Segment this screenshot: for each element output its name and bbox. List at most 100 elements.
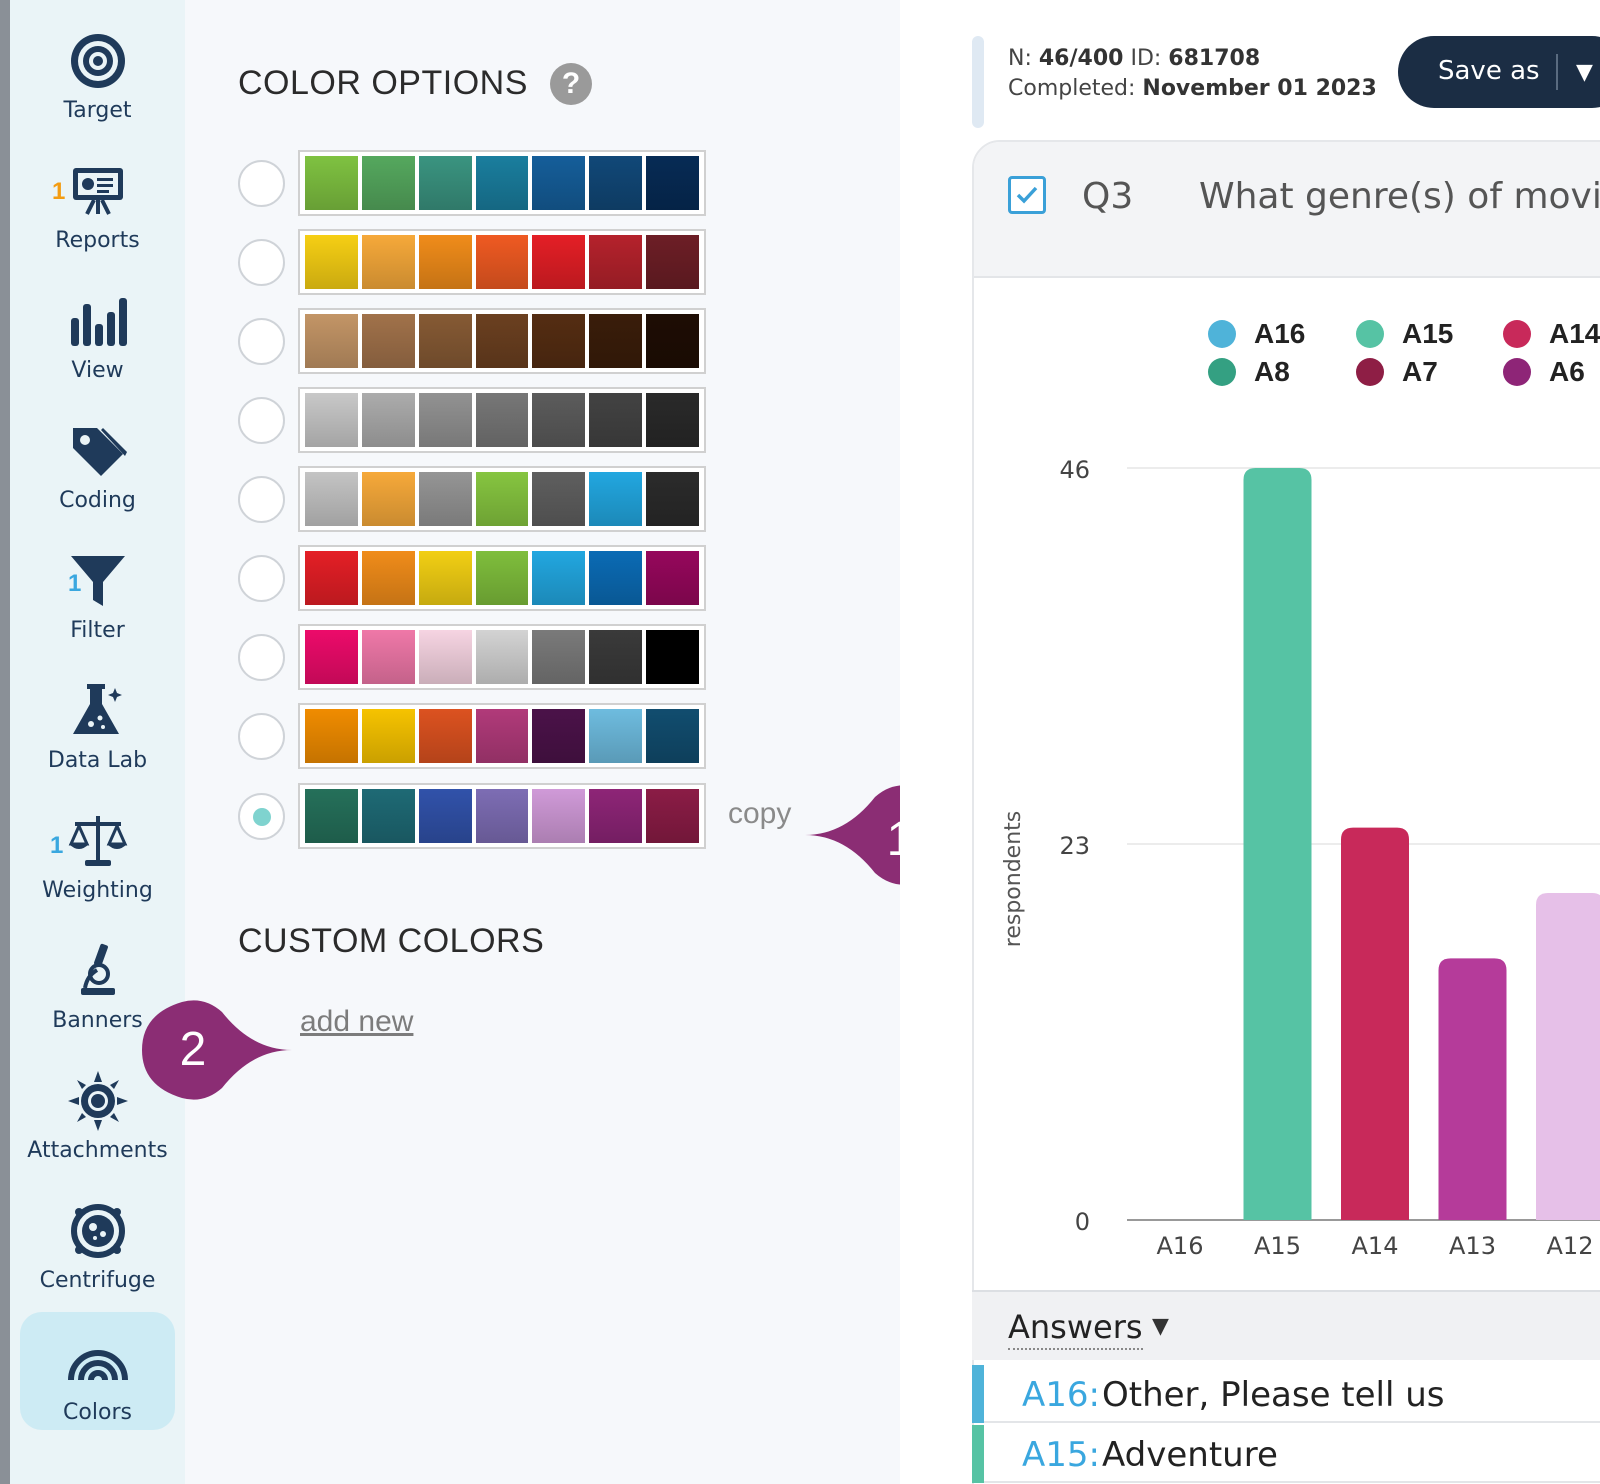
- bar-a15[interactable]: [1243, 468, 1312, 1220]
- palette-swatches[interactable]: [298, 150, 706, 216]
- sidebar-item-colors[interactable]: Colors: [20, 1312, 175, 1430]
- sidebar-item-label: Target: [63, 98, 132, 123]
- bar-a13[interactable]: [1438, 958, 1507, 1220]
- color-swatch: [589, 551, 643, 605]
- sidebar-item-view[interactable]: View: [10, 270, 185, 388]
- palette-radio[interactable]: [238, 555, 285, 602]
- color-swatch: [475, 789, 529, 843]
- sun-icon: [68, 1071, 128, 1131]
- legend-label[interactable]: A15: [1402, 318, 1454, 349]
- color-swatch: [475, 235, 529, 289]
- sidebar-item-attachments[interactable]: Attachments: [10, 1050, 185, 1168]
- sidebar-item-label: View: [71, 358, 124, 383]
- color-swatch: [418, 709, 472, 763]
- sidebar-item-target[interactable]: Target: [10, 10, 185, 128]
- answer-code: A16:: [1022, 1375, 1100, 1415]
- palette-radio[interactable]: [238, 476, 285, 523]
- color-swatch: [475, 551, 529, 605]
- sidebar-item-coding[interactable]: Coding: [10, 400, 185, 518]
- color-swatch: [646, 393, 700, 447]
- palette-radio[interactable]: [238, 793, 285, 840]
- sidebar-item-label: Filter: [70, 618, 125, 643]
- palette-radio[interactable]: [238, 634, 285, 681]
- scale-icon: [68, 816, 128, 866]
- color-swatch: [532, 551, 586, 605]
- palette-swatches[interactable]: [298, 308, 706, 374]
- answers-header: Answers ▼: [972, 1290, 1600, 1360]
- presentation-board-icon: [73, 168, 123, 215]
- palette-option[interactable]: [238, 703, 838, 769]
- color-swatch: [305, 789, 358, 843]
- palette-radio[interactable]: [238, 160, 285, 207]
- palette-option[interactable]: [238, 545, 838, 611]
- legend-swatch: [1503, 320, 1531, 348]
- legend-label[interactable]: A7: [1402, 356, 1438, 387]
- sidebar-item-reports[interactable]: 1 Reports: [10, 140, 185, 258]
- id-value: 681708: [1168, 46, 1261, 71]
- palette-option[interactable]: [238, 624, 838, 690]
- sidebar-item-data-lab[interactable]: Data Lab: [10, 660, 185, 778]
- caret-down-icon[interactable]: ▼: [1576, 60, 1593, 85]
- bar-a14[interactable]: [1341, 827, 1409, 1220]
- palette-option[interactable]: [238, 466, 838, 532]
- completed-label: Completed:: [1008, 76, 1136, 101]
- palette-radio[interactable]: [238, 239, 285, 286]
- answer-row[interactable]: A16: Other, Please tell us: [972, 1365, 1600, 1423]
- palette-swatches[interactable]: [298, 783, 706, 849]
- legend-label[interactable]: A8: [1254, 356, 1290, 387]
- palette-option[interactable]: [238, 229, 838, 295]
- add-new-link[interactable]: add new: [300, 1005, 414, 1038]
- palette-swatches[interactable]: [298, 703, 706, 769]
- color-swatch: [532, 709, 586, 763]
- question-checkbox[interactable]: [1008, 176, 1046, 214]
- palette-swatches[interactable]: [298, 387, 706, 453]
- color-swatch: [361, 551, 415, 605]
- color-swatch: [589, 709, 643, 763]
- palette-radio[interactable]: [238, 318, 285, 365]
- palette-radio[interactable]: [238, 713, 285, 760]
- color-swatch: [475, 393, 529, 447]
- palette-swatches[interactable]: [298, 229, 706, 295]
- answers-dropdown[interactable]: Answers: [1008, 1308, 1143, 1350]
- legend-swatch: [1208, 358, 1236, 386]
- color-swatch: [532, 393, 586, 447]
- n-value: 46/400: [1038, 46, 1124, 71]
- color-swatch: [646, 789, 700, 843]
- sidebar-item-filter[interactable]: 1 Filter: [10, 530, 185, 648]
- sidebar-item-banners[interactable]: Banners: [10, 920, 185, 1038]
- palette-option[interactable]: [238, 150, 838, 216]
- legend-label[interactable]: A14: [1549, 318, 1600, 349]
- color-swatch: [475, 156, 529, 210]
- answer-text: Other, Please tell us: [1102, 1375, 1445, 1415]
- funnel-icon: [71, 556, 125, 606]
- palette-option[interactable]: copy: [238, 783, 838, 849]
- caret-down-icon[interactable]: ▼: [1152, 1314, 1169, 1339]
- bar-a12[interactable]: [1536, 893, 1600, 1220]
- palette-swatches[interactable]: [298, 466, 706, 532]
- color-swatch: [475, 472, 529, 526]
- color-swatch: [532, 630, 586, 684]
- color-swatch: [646, 551, 700, 605]
- legend-label[interactable]: A16: [1254, 318, 1306, 349]
- y-axis-label: respondents: [1001, 811, 1026, 947]
- color-swatch: [589, 472, 643, 526]
- y-tick-label: 46: [1059, 456, 1090, 484]
- palette-swatches[interactable]: [298, 545, 706, 611]
- color-swatch: [418, 472, 472, 526]
- color-swatch: [646, 630, 700, 684]
- color-options-title: COLOR OPTIONS: [238, 64, 528, 102]
- palette-option[interactable]: [238, 308, 838, 374]
- palette-swatches[interactable]: [298, 624, 706, 690]
- answer-row[interactable]: A15: Adventure: [972, 1425, 1600, 1483]
- palette-option[interactable]: [238, 387, 838, 453]
- legend-label[interactable]: A6: [1549, 356, 1585, 387]
- y-tick-label: 23: [1059, 832, 1090, 860]
- palette-radio[interactable]: [238, 397, 285, 444]
- sidebar-item-weighting[interactable]: 1 Weighting: [10, 790, 185, 908]
- help-icon[interactable]: ?: [550, 63, 592, 105]
- copy-link[interactable]: copy: [728, 797, 792, 830]
- save-as-button[interactable]: Save as ▼: [1398, 36, 1600, 108]
- color-swatch: [305, 235, 358, 289]
- color-swatch: [646, 472, 700, 526]
- sidebar-item-centrifuge[interactable]: Centrifuge: [10, 1180, 185, 1298]
